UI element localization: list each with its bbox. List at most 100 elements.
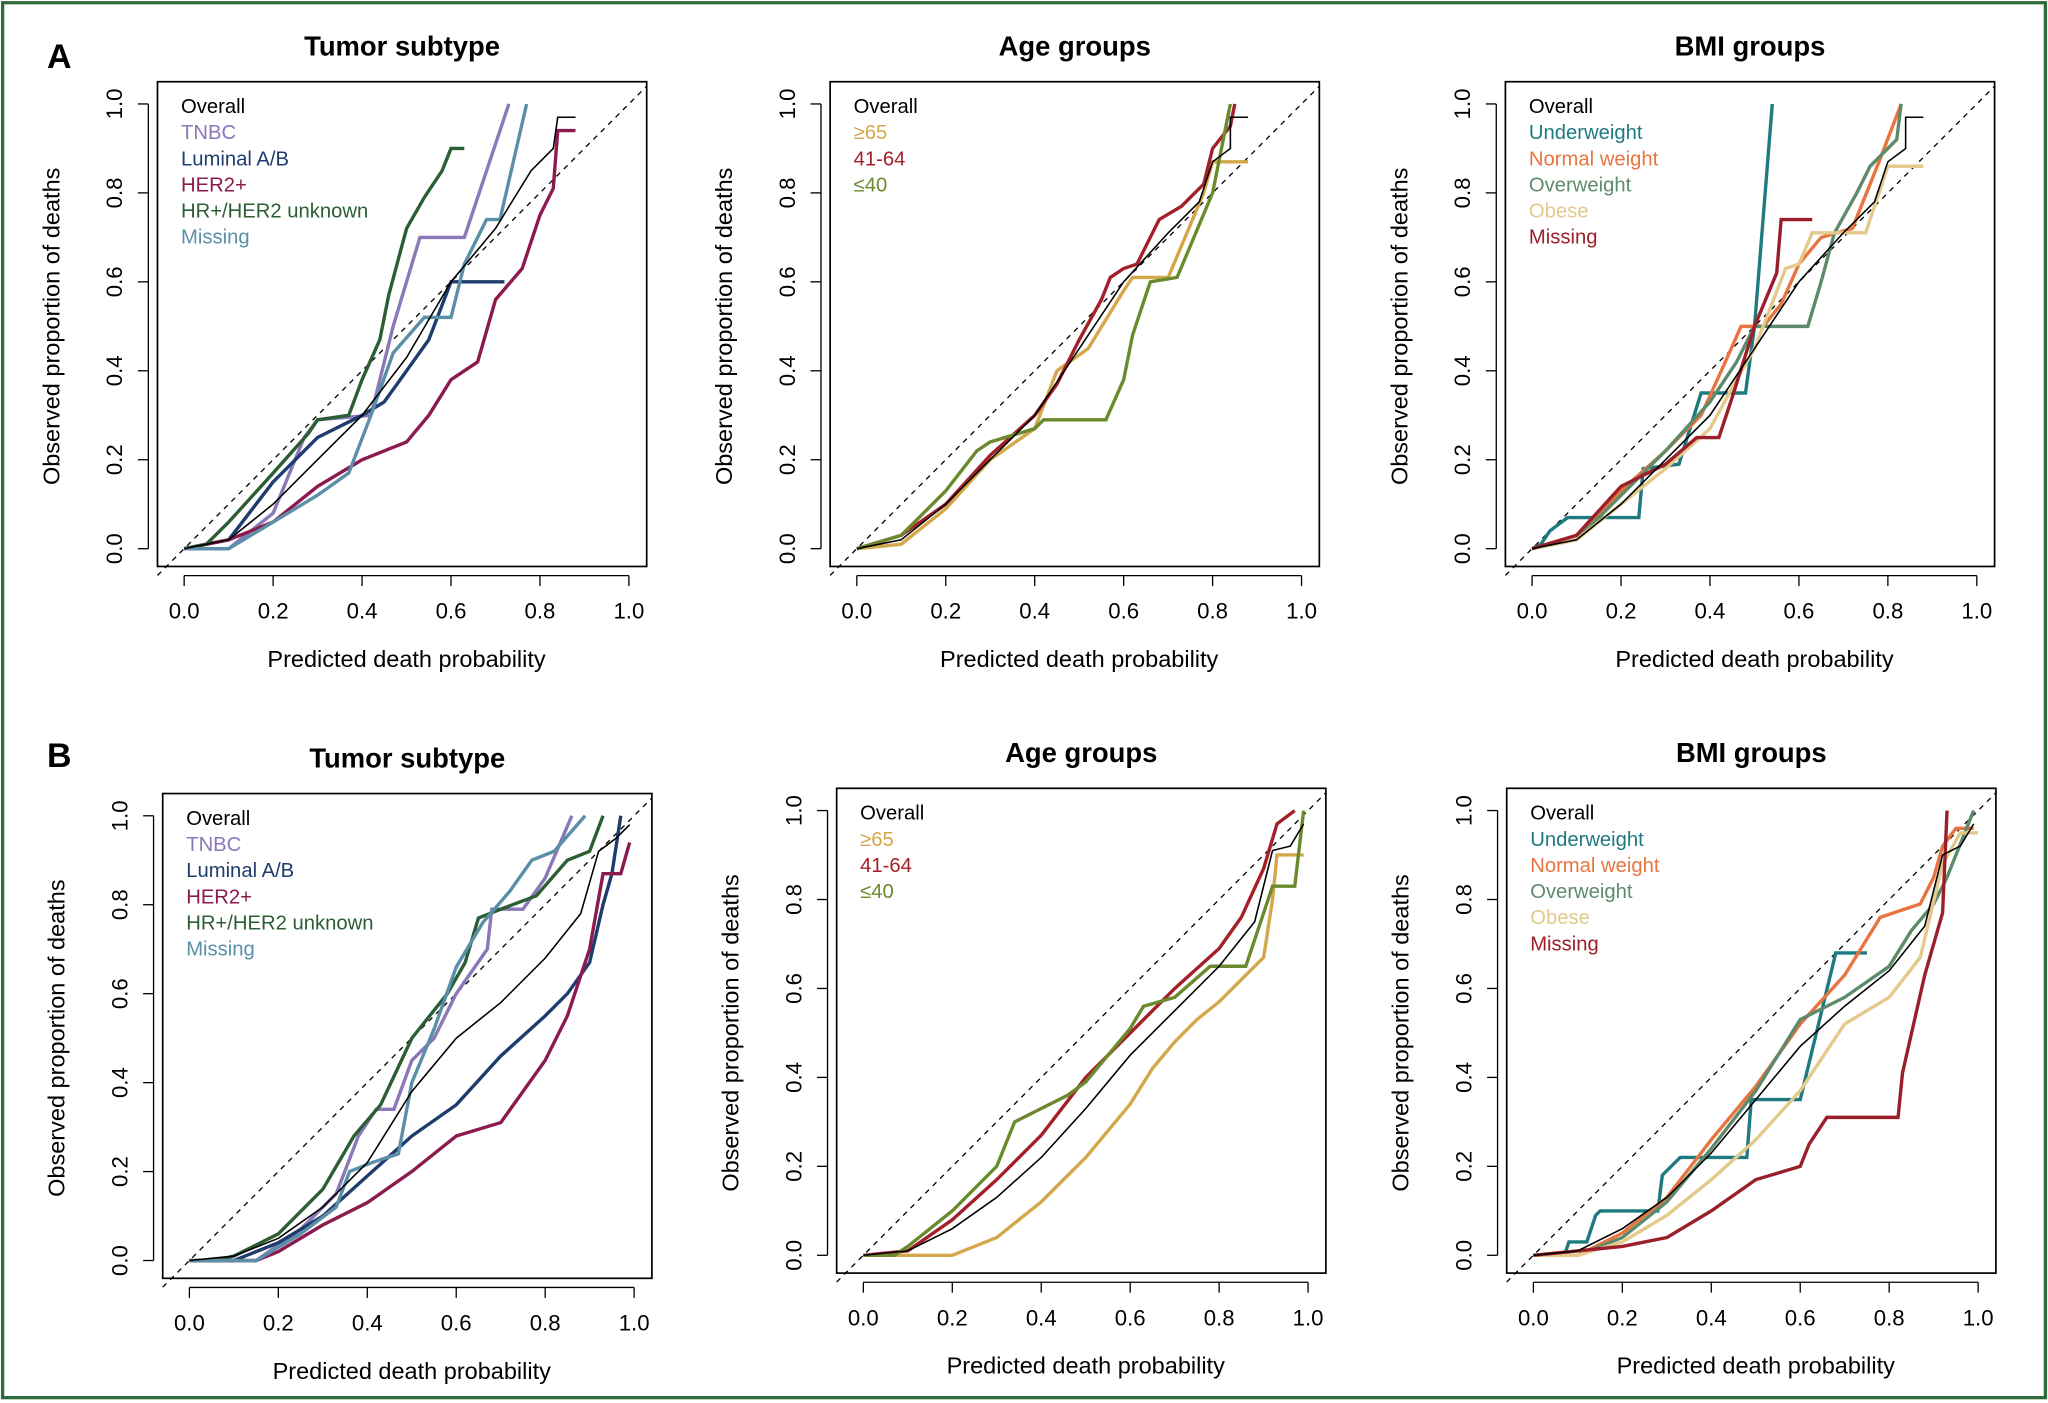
y-axis-label: Observed proportion of deaths xyxy=(718,874,744,1191)
legend-entry: Obese xyxy=(1529,201,1589,223)
y-tick-label: 0.8 xyxy=(107,889,132,920)
x-tick-label: 1.0 xyxy=(613,599,644,624)
legend-entry: Overall xyxy=(860,803,924,825)
y-tick-label: 0.6 xyxy=(781,973,806,1004)
legend-entry: Luminal A/B xyxy=(181,148,289,170)
legend-entry: Missing xyxy=(186,939,255,961)
y-tick-label: 0.2 xyxy=(102,444,127,475)
y-tick-label: 0.4 xyxy=(1450,355,1475,386)
y-tick-label: 0.6 xyxy=(775,266,800,297)
y-tick-label: 0.8 xyxy=(781,884,806,915)
series-line-65 xyxy=(863,853,1304,1257)
y-tick-label: 0.6 xyxy=(1451,973,1476,1004)
panel-title: Tumor subtype xyxy=(304,31,500,62)
x-tick-label: 0.6 xyxy=(1108,599,1139,624)
y-tick-label: 0.2 xyxy=(775,444,800,475)
x-tick-label: 0.2 xyxy=(1607,1305,1638,1330)
series-line-tnbc xyxy=(189,815,574,1263)
panel-title: Tumor subtype xyxy=(309,742,505,773)
legend-entry: TNBC xyxy=(181,122,236,144)
legend-entry: Normal weight xyxy=(1530,855,1660,877)
y-tick-label: 0.0 xyxy=(781,1240,806,1271)
legend-entry: Overweight xyxy=(1530,881,1633,903)
x-axis-label: Predicted death probability xyxy=(940,646,1219,672)
x-tick-label: 0.8 xyxy=(1874,1305,1905,1330)
y-axis-label: Observed proportion of deaths xyxy=(711,168,737,485)
series-line-missing xyxy=(184,103,529,551)
y-tick-label: 0.0 xyxy=(1451,1240,1476,1271)
legend-entry: ≥65 xyxy=(854,122,888,144)
legend-entry: Luminal A/B xyxy=(186,860,294,882)
reference-diagonal xyxy=(162,797,653,1288)
x-tick-label: 1.0 xyxy=(1286,599,1317,624)
series-line-luminal-a-b xyxy=(189,815,623,1263)
x-tick-label: 0.6 xyxy=(441,1311,472,1336)
x-tick-label: 1.0 xyxy=(1293,1305,1324,1330)
y-tick-label: 1.0 xyxy=(107,800,132,831)
legend: Overall TNBC Luminal A/B HER2+ HR+/HER2 unkn… xyxy=(181,96,368,249)
legend: Overall ≥65 41-64 ≤40 xyxy=(854,96,918,196)
x-axis-label: Predicted death probability xyxy=(1615,646,1894,672)
x-tick-label: 0.4 xyxy=(1696,1305,1727,1330)
panel-label-b: B xyxy=(47,737,72,775)
x-tick-label: 0.0 xyxy=(174,1311,205,1336)
y-tick-label: 1.0 xyxy=(1450,89,1475,120)
legend-entry: HR+/HER2 unknown xyxy=(186,912,373,934)
x-tick-label: 0.8 xyxy=(1204,1305,1235,1330)
y-tick-label: 0.4 xyxy=(781,1062,806,1093)
panel-title: Age groups xyxy=(999,31,1151,62)
y-tick-label: 0.4 xyxy=(775,355,800,386)
x-tick-label: 0.4 xyxy=(347,599,378,624)
series-line-40 xyxy=(856,103,1233,551)
panel-b-2: Age groups 0.0 0.2 0.4 0.6 0.8 1.0 Predicted de… xyxy=(718,737,1327,1379)
plot-box xyxy=(1505,787,1997,1274)
x-tick-label: 0.2 xyxy=(258,599,289,624)
x-tick-label: 0.4 xyxy=(1026,1305,1057,1330)
x-axis-label: Predicted death probability xyxy=(947,1353,1226,1379)
legend: Overall Underweight Normal weight Overweigh… xyxy=(1529,96,1659,249)
plot-box xyxy=(1504,80,1996,568)
series-line-overall xyxy=(189,824,631,1262)
plot-box xyxy=(156,80,648,568)
y-tick-label: 0.2 xyxy=(107,1156,132,1187)
x-tick-label: 0.8 xyxy=(530,1311,561,1336)
legend-entry: ≤40 xyxy=(860,881,894,903)
x-tick-label: 0.0 xyxy=(841,599,872,624)
y-tick-label: 0.0 xyxy=(102,533,127,564)
x-axis-label: Predicted death probability xyxy=(1617,1353,1896,1379)
reference-diagonal xyxy=(1506,792,1997,1283)
x-tick-label: 1.0 xyxy=(1961,599,1992,624)
legend-entry: Underweight xyxy=(1529,122,1643,144)
plot-box xyxy=(829,80,1321,568)
legend: Overall Underweight Normal weight Overweigh… xyxy=(1530,803,1660,956)
legend-entry: HR+/HER2 unknown xyxy=(181,201,368,223)
legend-entry: Overweight xyxy=(1529,174,1632,196)
x-axis-label: Predicted death probability xyxy=(273,1358,552,1384)
y-tick-label: 1.0 xyxy=(781,795,806,826)
y-tick-label: 0.2 xyxy=(781,1151,806,1182)
y-tick-label: 0.4 xyxy=(1451,1062,1476,1093)
series-line-overall xyxy=(1533,823,1975,1257)
x-tick-label: 0.6 xyxy=(436,599,467,624)
x-tick-label: 0.4 xyxy=(352,1311,383,1336)
y-tick-label: 0.4 xyxy=(102,355,127,386)
y-tick-label: 0.8 xyxy=(102,177,127,208)
y-tick-label: 0.4 xyxy=(107,1067,132,1098)
legend-entry: 41-64 xyxy=(854,148,906,170)
y-tick-label: 0.2 xyxy=(1450,444,1475,475)
series-line-41-64 xyxy=(863,809,1296,1257)
y-tick-label: 0.8 xyxy=(1450,177,1475,208)
x-tick-label: 0.4 xyxy=(1695,599,1726,624)
legend-entry: Overall xyxy=(181,96,245,118)
panel-a-1: Tumor subtype 0.0 0.2 0.4 0.6 0.8 1.0 Predicted… xyxy=(39,31,648,672)
y-tick-label: 0.0 xyxy=(775,533,800,564)
y-tick-label: 0.6 xyxy=(102,266,127,297)
series-line-missing xyxy=(1533,810,1949,1257)
y-axis-label: Observed proportion of deaths xyxy=(1386,168,1412,485)
panel-b-3: BMI groups 0.0 0.2 0.4 0.6 0.8 1.0 Predicted de… xyxy=(1388,737,1997,1379)
series-line-overall xyxy=(863,823,1305,1257)
y-tick-label: 1.0 xyxy=(1451,795,1476,826)
legend-entry: Overall xyxy=(854,96,918,118)
